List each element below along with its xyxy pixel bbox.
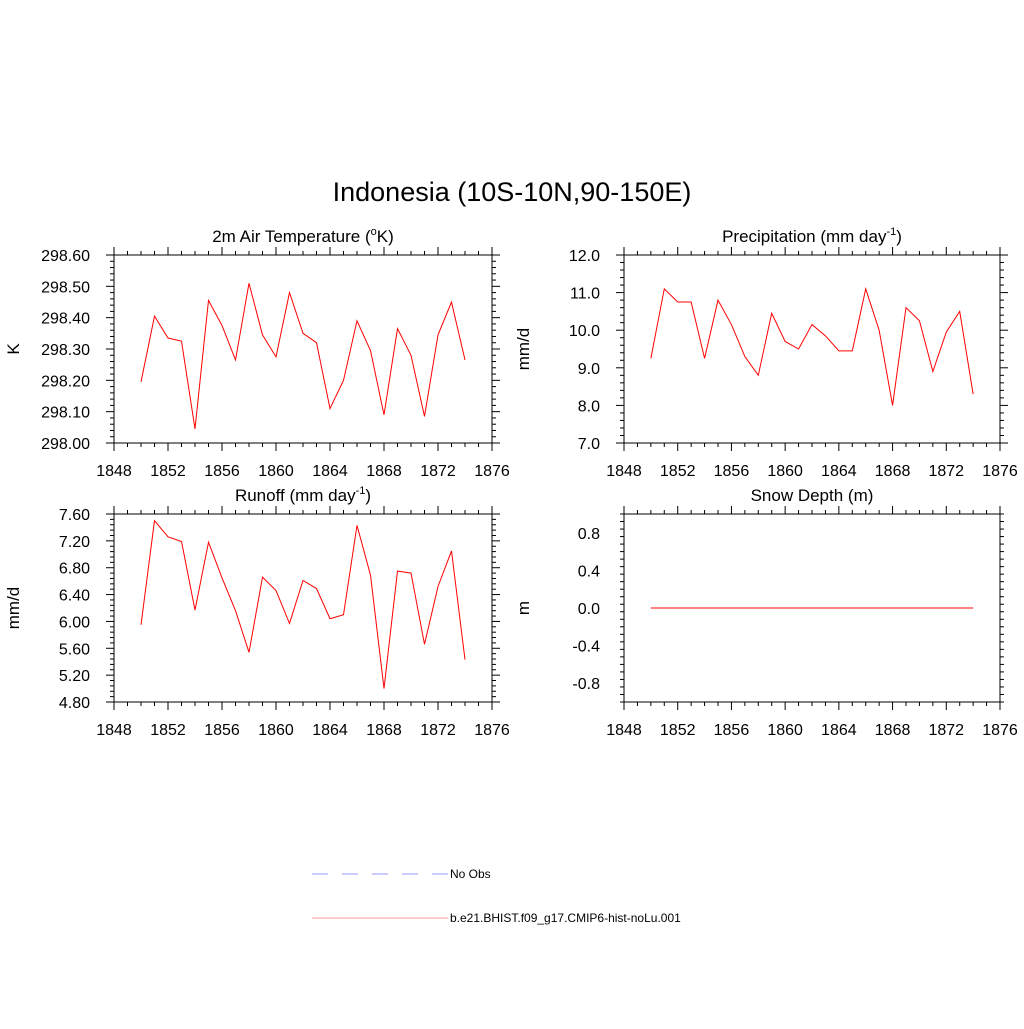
y-tick-label: 6.80 (59, 561, 90, 578)
x-tick-label: 1860 (258, 722, 294, 739)
y-axis-label: m (514, 601, 533, 615)
x-tick-label: 1872 (928, 722, 964, 739)
x-tick-label: 1872 (928, 463, 964, 480)
y-tick-label: -0.4 (572, 639, 600, 656)
panel-title-main: 2m Air Temperature ( (212, 227, 371, 246)
y-tick-label: 8.0 (578, 398, 600, 415)
x-tick-label: 1848 (96, 463, 132, 480)
x-tick-label: 1852 (660, 722, 696, 739)
panel-runoff: 1848 1852 1856 1860 1864 1868 1872 1876 4.80 5.20… (4, 485, 510, 739)
x-tick-label: 1872 (420, 463, 456, 480)
series-line-0 (140, 519, 466, 689)
y-tick-label: 298.20 (41, 373, 90, 390)
x-tick-label: 1848 (606, 722, 642, 739)
x-tick-label: 1856 (204, 463, 240, 480)
panel-precipitation: 1848 1852 1856 1860 1864 1868 1872 1876 7.0 8.0 9.… (514, 226, 1018, 480)
x-tick-label: 1848 (96, 722, 132, 739)
panel-title-superscript: o (371, 226, 377, 238)
x-tick-label: 1860 (767, 722, 803, 739)
y-tick-label: 5.60 (59, 641, 90, 658)
y-tick-label: 298.00 (41, 436, 90, 453)
x-tick-label: 1868 (875, 722, 911, 739)
panel-title-main: Snow Depth (m) (751, 486, 874, 505)
y-tick-label: 12.0 (569, 248, 600, 265)
panel-title-main: Runoff (mm day (235, 486, 356, 505)
x-tick-label: 1864 (821, 722, 857, 739)
panel-title: Snow Depth (m) (751, 486, 874, 505)
panel-title-main: Precipitation (mm day (722, 227, 887, 246)
panel-title-superscript: -1 (886, 226, 896, 238)
y-tick-label: 298.50 (41, 279, 90, 296)
y-tick-label: 298.40 (41, 311, 90, 328)
series-line-0 (650, 286, 974, 406)
plot-frame (623, 254, 1001, 444)
y-tick-label: 5.20 (59, 668, 90, 685)
x-tick-label: 1876 (982, 722, 1018, 739)
legend-model-label: b.e21.BHIST.f09_g17.CMIP6-hist-noLu.001 (450, 911, 681, 925)
y-tick-label: 0.4 (578, 563, 600, 580)
plot-frame (113, 513, 493, 703)
y-tick-label: 9.0 (578, 361, 600, 378)
series-line-0 (140, 283, 466, 429)
x-tick-label: 1864 (312, 722, 348, 739)
y-tick-label: 298.10 (41, 405, 90, 422)
y-tick-label: 0.8 (578, 526, 600, 543)
x-tick-label: 1868 (366, 722, 402, 739)
x-tick-label: 1872 (420, 722, 456, 739)
y-tick-label: 7.60 (59, 507, 90, 524)
x-tick-label: 1860 (258, 463, 294, 480)
y-axis-label: mm/d (514, 328, 533, 371)
y-tick-label: 6.00 (59, 614, 90, 631)
panels: 1848 1852 1856 1860 1864 1868 1872 1876 298.00 29… (4, 226, 1018, 739)
y-tick-label: 298.60 (41, 248, 90, 265)
y-tick-label: -0.8 (572, 676, 600, 693)
x-tick-label: 1864 (821, 463, 857, 480)
panel-title-tail: ) (896, 227, 902, 246)
figure-title: Indonesia (10S-10N,90-150E) (333, 177, 692, 207)
panel-title-tail: K) (377, 227, 394, 246)
y-tick-label: 4.80 (59, 695, 90, 712)
panel-snow-depth: 1848 1852 1856 1860 1864 1868 1872 1876 -0.8 -0.4… (514, 486, 1018, 739)
x-tick-label: 1876 (474, 722, 510, 739)
x-tick-label: 1856 (714, 463, 750, 480)
y-tick-label: 6.40 (59, 588, 90, 605)
y-tick-label: 11.0 (570, 286, 600, 303)
y-tick-label: 7.0 (578, 436, 600, 453)
x-tick-label: 1852 (660, 463, 696, 480)
panel-temperature: 1848 1852 1856 1860 1864 1868 1872 1876 298.00 29… (4, 226, 510, 480)
x-tick-label: 1856 (714, 722, 750, 739)
x-tick-label: 1864 (312, 463, 348, 480)
x-tick-label: 1852 (150, 722, 186, 739)
y-axis-label: mm/d (4, 587, 23, 630)
panel-title: Runoff (mm day-1) (235, 485, 371, 505)
y-axis-label: K (4, 343, 23, 355)
panel-title-tail: ) (365, 486, 371, 505)
legend-obs-label: No Obs (450, 867, 491, 881)
x-tick-label: 1860 (767, 463, 803, 480)
y-tick-label: 7.20 (59, 534, 90, 551)
x-tick-label: 1868 (366, 463, 402, 480)
panel-title: 2m Air Temperature (oK) (212, 226, 394, 246)
panel-title: Precipitation (mm day-1) (722, 226, 902, 246)
x-tick-label: 1856 (204, 722, 240, 739)
x-tick-label: 1852 (150, 463, 186, 480)
x-tick-label: 1848 (606, 463, 642, 480)
y-tick-label: 10.0 (569, 323, 600, 340)
x-tick-label: 1876 (982, 463, 1018, 480)
y-tick-label: 0.0 (578, 601, 600, 618)
x-tick-label: 1876 (474, 463, 510, 480)
y-tick-label: 298.30 (41, 342, 90, 359)
panel-title-superscript: -1 (356, 485, 366, 497)
x-tick-label: 1868 (875, 463, 911, 480)
legend: No Obs b.e21.BHIST.f09_g17.CMIP6-hist-no… (312, 867, 681, 925)
